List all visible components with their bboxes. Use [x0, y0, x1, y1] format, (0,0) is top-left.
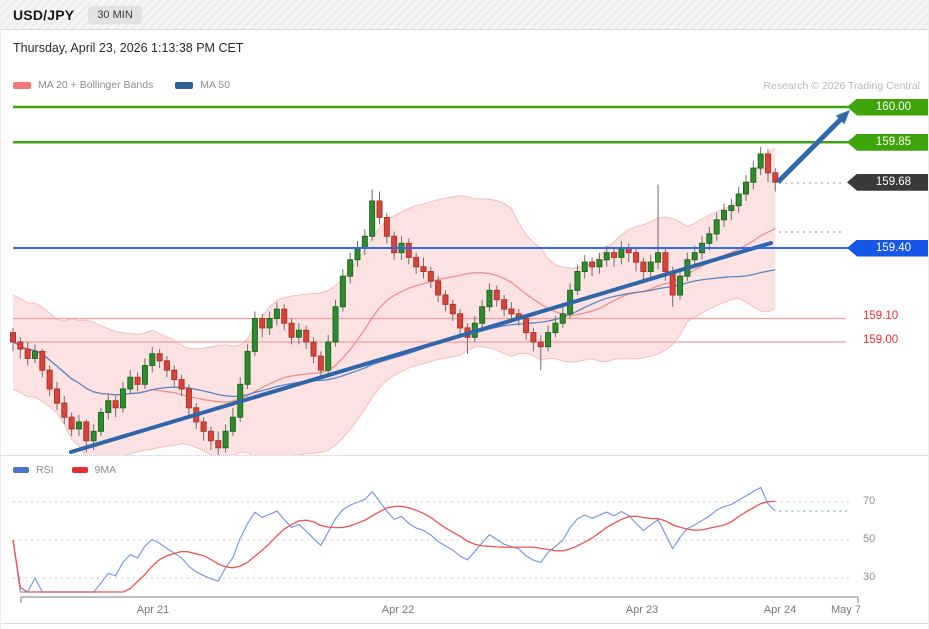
- legend-label: RSI: [36, 464, 54, 476]
- timeframe-badge: 30 MIN: [88, 5, 142, 24]
- pane-separator: [1, 455, 928, 456]
- support-label-159-10: 159.10: [863, 310, 899, 322]
- price-badge-resistance-160-00: 160.00: [847, 98, 928, 116]
- rsi-swatch-icon: [13, 467, 29, 473]
- ma20-bollinger-swatch-icon: [13, 81, 31, 89]
- x-axis-label: Apr 24: [763, 604, 797, 616]
- price-badge-resistance-159-85: 159.85: [847, 133, 928, 151]
- support-label-159-00: 159.00: [863, 333, 899, 346]
- 9ma-swatch-icon: [71, 467, 88, 473]
- x-axis-label: Apr 23: [625, 604, 659, 616]
- rsi-gridline-label-70: 70: [863, 495, 876, 507]
- price-chart-canvas: [10, 105, 850, 455]
- bottom-border: [1, 623, 928, 624]
- ma50-swatch-icon: [175, 81, 194, 89]
- symbol-title: USD/JPY: [13, 6, 75, 23]
- x-axis-label: May 7: [831, 604, 861, 616]
- time-axis: [20, 596, 859, 603]
- legend-item-rsi: RSI: [13, 464, 54, 476]
- rsi-chart-canvas: [12, 486, 849, 593]
- x-axis-label: Apr 21: [136, 604, 170, 616]
- legend-label: MA 50: [200, 79, 231, 91]
- rsi-gridline-label-30: 30: [863, 571, 876, 583]
- chart-header: USD/JPY 30 MIN: [1, 0, 928, 30]
- chart-timestamp: Thursday, April 23, 2026 1:13:38 PM CET: [13, 41, 244, 55]
- legend-label: 9MA: [94, 464, 117, 476]
- legend-item-ma20-bollinger: MA 20 + Bollinger Bands: [13, 79, 153, 91]
- legend-item-ma50: MA 50: [175, 79, 230, 91]
- legend-label: MA 20 + Bollinger Bands: [38, 79, 154, 91]
- rsi-legend: RSI 9MA: [13, 464, 116, 476]
- price-badge-pivot-159-40: 159.40: [847, 239, 928, 257]
- price-badge-last-159-68: 159.68: [847, 173, 928, 191]
- x-axis-label: Apr 22: [381, 604, 415, 616]
- research-credit: Research © 2026 Trading Central: [763, 80, 920, 92]
- main-chart-legend: MA 20 + Bollinger Bands MA 50: [13, 79, 230, 91]
- legend-item-9ma: 9MA: [71, 464, 117, 476]
- rsi-gridline-label-50: 50: [863, 533, 876, 545]
